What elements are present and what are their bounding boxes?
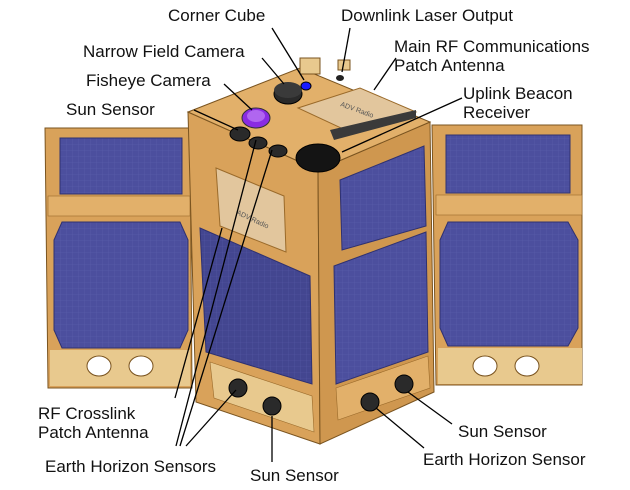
- body-left-face: [187, 111, 321, 445]
- label-earth-horizon-sensor: Earth Horizon Sensor: [423, 450, 586, 469]
- label-sun-sensor-top: Sun Sensor: [66, 100, 155, 119]
- label-main-rf: Main RF Communications Patch Antenna: [394, 37, 590, 75]
- label-rf-crosslink-line2: Patch Antenna: [38, 423, 149, 442]
- label-downlink-laser: Downlink Laser Output: [341, 6, 513, 25]
- label-uplink-beacon: Uplink Beacon Receiver: [463, 84, 573, 122]
- label-narrow-field-camera: Narrow Field Camera: [83, 42, 245, 61]
- leader-lines: [174, 27, 463, 462]
- label-rf-crosslink: RF Crosslink Patch Antenna: [38, 404, 149, 442]
- label-uplink-line2: Receiver: [463, 103, 531, 122]
- left-solar-wing: [44, 127, 193, 389]
- right-solar-wing: [431, 124, 583, 386]
- label-rf-crosslink-line1: RF Crosslink: [38, 404, 136, 423]
- label-main-rf-line1: Main RF Communications: [394, 37, 590, 56]
- bottom-sensors: [228, 374, 414, 416]
- label-fisheye-camera: Fisheye Camera: [86, 71, 211, 90]
- label-earth-horizon-sensors: Earth Horizon Sensors: [45, 457, 217, 476]
- top-components: [229, 75, 344, 173]
- label-corner-cube: Corner Cube: [168, 6, 266, 25]
- body-right-face: [317, 121, 435, 445]
- label-uplink-line1: Uplink Beacon: [463, 84, 573, 103]
- label-main-rf-line2: Patch Antenna: [394, 56, 505, 75]
- label-sun-sensor-right: Sun Sensor: [458, 422, 547, 441]
- label-sun-sensor-bottom: Sun Sensor: [250, 466, 339, 485]
